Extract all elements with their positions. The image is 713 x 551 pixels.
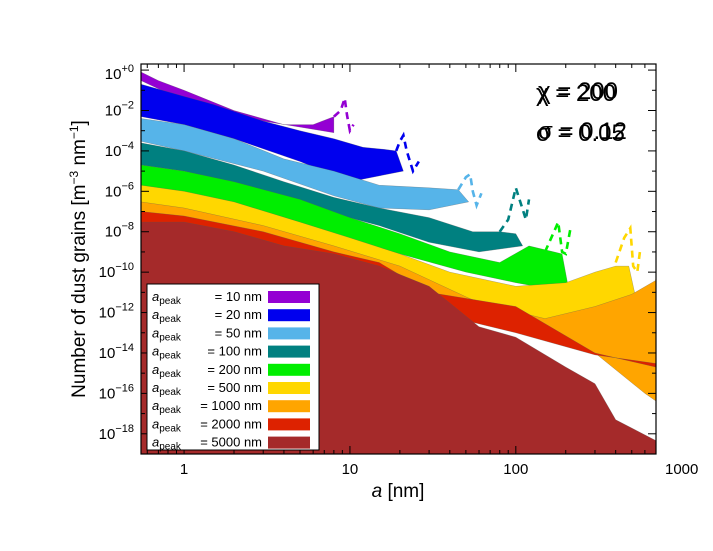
legend-entry-5000nm: apeak = 5000 nm <box>152 435 310 453</box>
series-tail-10nm <box>333 97 355 135</box>
y-axis-label: Number of dust grains [m−3 nm−1] <box>67 120 90 398</box>
y-tick-label: 10−8 <box>105 221 134 241</box>
legend-swatch <box>268 418 310 431</box>
legend-entry-50nm: apeak = 50 nm <box>152 325 310 343</box>
legend-swatch <box>268 363 310 376</box>
legend-swatch <box>268 382 310 394</box>
legend-entry-1000nm: apeak = 1000 nm <box>152 398 310 416</box>
y-tick-label: 10−2 <box>105 99 134 119</box>
legend-label: apeak <box>152 380 182 398</box>
y-tick-label: 10+0 <box>105 63 134 83</box>
legend-value: = 1000 nm <box>200 398 262 413</box>
series-tail-200nm <box>543 217 573 256</box>
legend-value: = 500 nm <box>207 380 262 395</box>
series-tail-100nm <box>498 182 531 233</box>
svg-text:σ = 0.12: σ = 0.12 <box>538 118 627 145</box>
series-dashed-tails <box>333 97 656 281</box>
series-tail-50nm <box>457 171 483 210</box>
legend-value: = 2000 nm <box>200 416 262 431</box>
series-tail-1000nm <box>655 278 656 281</box>
x-tick-label: 1 <box>180 461 188 478</box>
legend-label: apeak <box>152 435 182 453</box>
plot-frame <box>140 63 657 455</box>
y-tick-label: 10−18 <box>99 423 134 443</box>
legend-value: = 50 nm <box>215 325 262 340</box>
svg-text:χ = 200: χ = 200 <box>536 80 616 107</box>
legend-swatch <box>268 291 310 303</box>
svg-text:χ = 200: χ = 200 <box>538 78 618 105</box>
series-area-50nm <box>141 118 470 211</box>
y-tick-label: 10−16 <box>99 382 134 402</box>
legend-label: apeak <box>152 344 182 362</box>
legend-label: apeak <box>152 362 182 380</box>
axis-ticks <box>141 64 657 455</box>
legend-value: = 20 nm <box>215 307 262 322</box>
legend-swatch <box>268 309 310 322</box>
legend-entry-20nm: apeak = 20 nm <box>152 307 310 325</box>
y-tick-labels: 10−18 10−16 10−14 10−12 10−10 10−8 10−6 10−4 10−… <box>99 63 134 443</box>
legend-entry-500nm: apeak = 500 nm <box>152 380 310 398</box>
series-tail-20nm <box>394 131 420 175</box>
legend-swatch <box>268 327 310 340</box>
legend-value: = 5000 nm <box>200 435 262 450</box>
legend-label: apeak <box>152 398 182 416</box>
annotation-chi: χ = 200 χ = 200 <box>536 78 618 107</box>
y-tick-label: 10−6 <box>105 180 134 200</box>
legend-swatch <box>268 400 310 413</box>
legend-entry-10nm: apeak = 10 nm <box>152 289 310 307</box>
legend-entry-100nm: apeak = 100 nm <box>152 344 310 362</box>
series-tail-500nm <box>614 224 642 276</box>
legend-label: apeak <box>152 416 182 434</box>
x-tick-label: 10 <box>342 461 359 478</box>
annotation-sigma: σ = 0.05 σ = 0.12 <box>536 118 627 147</box>
legend-label: apeak <box>152 325 182 343</box>
legend-value: = 10 nm <box>215 289 262 304</box>
legend-label: apeak <box>152 289 182 307</box>
x-tick-label: 100 <box>503 461 528 478</box>
svg-text:σ = 0.05: σ = 0.05 <box>536 120 625 147</box>
legend-entry-2000nm: apeak = 2000 nm <box>152 416 310 434</box>
y-tick-label: 10−4 <box>105 140 134 160</box>
legend-value: = 100 nm <box>207 344 262 359</box>
x-tick-labels: 1 10 100 1000 <box>180 461 698 478</box>
legend-value: = 200 nm <box>207 362 262 377</box>
y-tick-label: 10−14 <box>99 342 134 362</box>
x-axis-label: a [nm] <box>372 481 425 502</box>
series-areas <box>141 71 656 454</box>
legend-entry-200nm: apeak = 200 nm <box>152 362 310 380</box>
y-tick-label: 10−10 <box>99 261 134 281</box>
x-tick-label: 1000 <box>665 461 698 478</box>
y-tick-label: 10−12 <box>99 302 134 322</box>
legend-swatch <box>268 436 310 449</box>
legend-label: apeak <box>152 307 182 325</box>
legend-swatch <box>268 345 310 358</box>
